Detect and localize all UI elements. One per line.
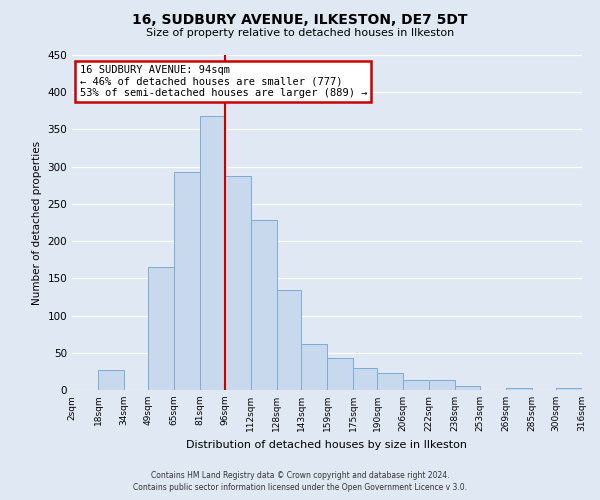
Bar [277, 290, 301, 390]
Bar [353, 368, 377, 390]
Bar [224, 176, 251, 390]
Bar [200, 116, 224, 390]
Bar [556, 388, 582, 390]
Bar [377, 373, 403, 390]
X-axis label: Distribution of detached houses by size in Ilkeston: Distribution of detached houses by size … [187, 440, 467, 450]
Bar [403, 380, 430, 390]
Bar [327, 358, 353, 390]
Bar [175, 172, 200, 390]
Text: Size of property relative to detached houses in Ilkeston: Size of property relative to detached ho… [146, 28, 454, 38]
Y-axis label: Number of detached properties: Number of detached properties [32, 140, 42, 304]
Text: 16 SUDBURY AVENUE: 94sqm
← 46% of detached houses are smaller (777)
53% of semi-: 16 SUDBURY AVENUE: 94sqm ← 46% of detach… [80, 65, 367, 98]
Bar [251, 220, 277, 390]
Bar [430, 380, 455, 390]
Text: Contains HM Land Registry data © Crown copyright and database right 2024.
Contai: Contains HM Land Registry data © Crown c… [133, 471, 467, 492]
Bar [455, 386, 479, 390]
Bar [148, 267, 175, 390]
Text: 16, SUDBURY AVENUE, ILKESTON, DE7 5DT: 16, SUDBURY AVENUE, ILKESTON, DE7 5DT [132, 12, 468, 26]
Bar [506, 388, 532, 390]
Bar [301, 344, 327, 390]
Bar [98, 370, 124, 390]
